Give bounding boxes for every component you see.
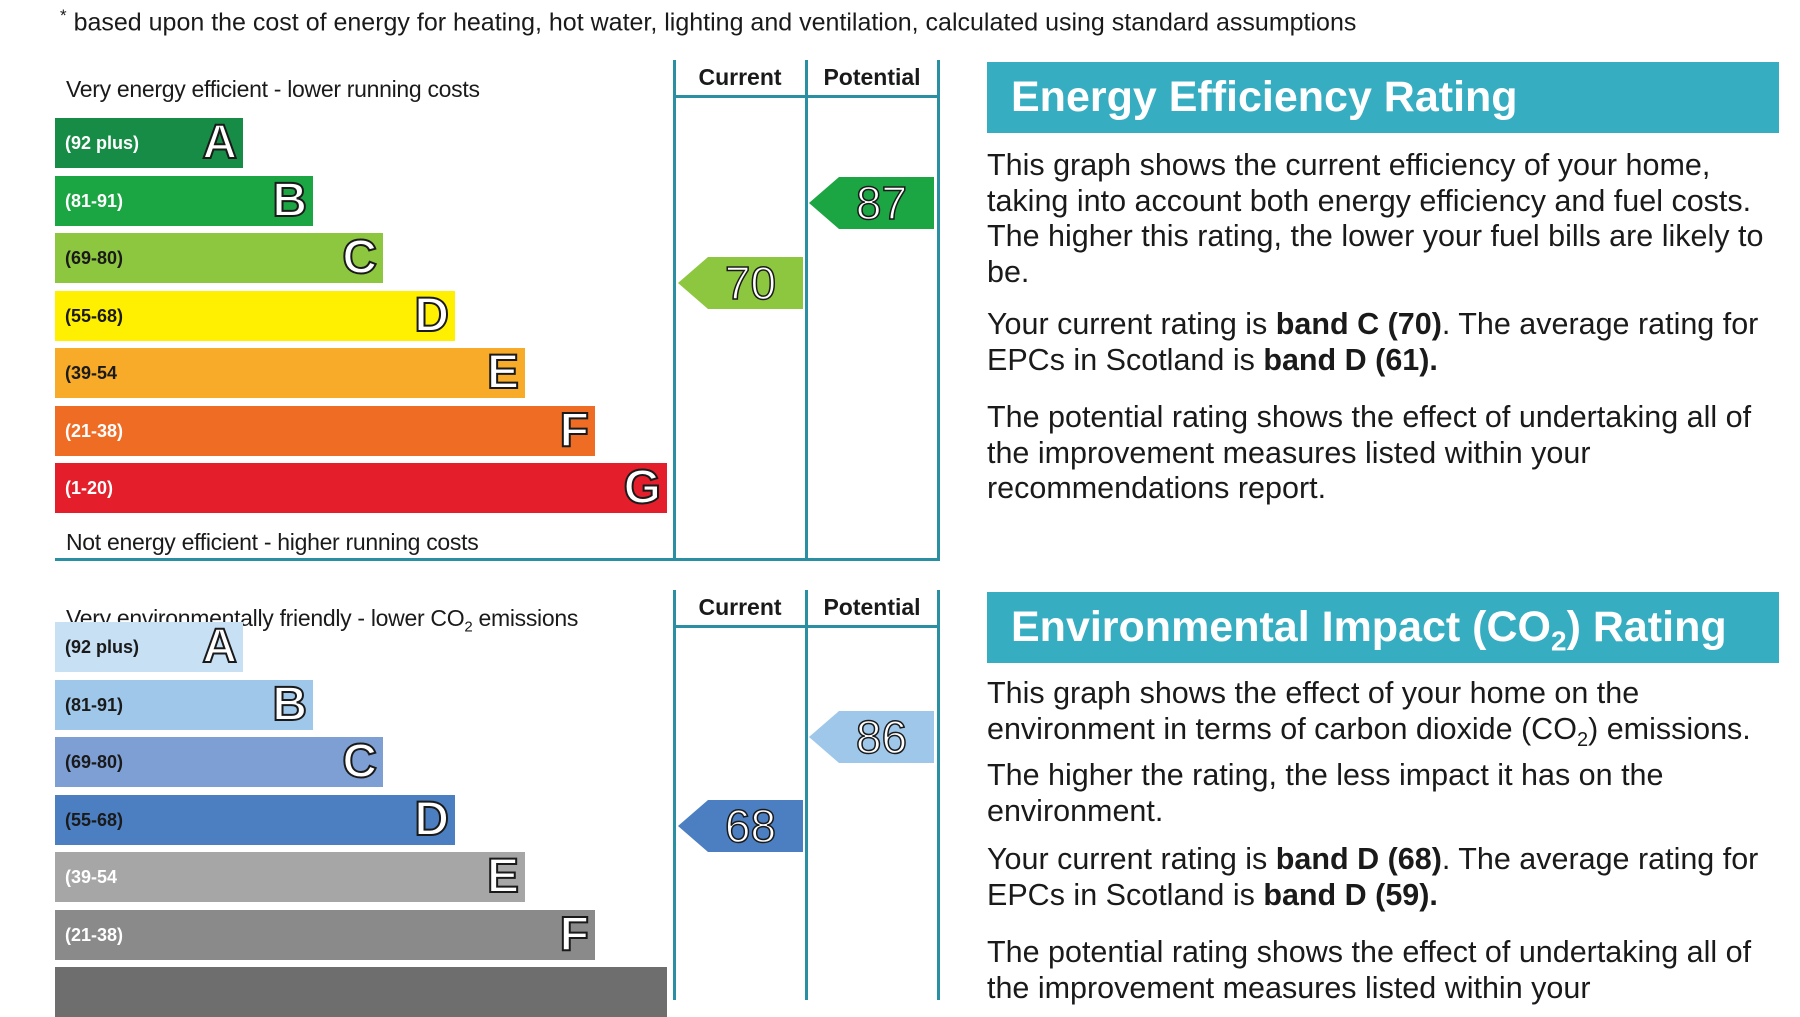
- environment-description: This graph shows the effect of your home…: [987, 676, 1787, 829]
- potential-rating-value: 87: [855, 176, 908, 230]
- chart-bottom-rule: [55, 558, 940, 561]
- potential-rating-arrow-shape: [809, 177, 934, 229]
- band-letter: G: [623, 460, 662, 515]
- footnote: * based upon the cost of energy for heat…: [60, 6, 1356, 37]
- band-bar-b: (81-91) B: [55, 677, 313, 732]
- band-bar-c: (69-80) C: [55, 230, 383, 285]
- band-letter: A: [201, 619, 238, 674]
- column-header-current: Current: [698, 64, 782, 90]
- band-letter: A: [201, 115, 238, 170]
- column-header-rule: [673, 625, 940, 628]
- band-range: (92 plus): [65, 637, 140, 657]
- band-bar-d: (55-68) D: [55, 288, 455, 343]
- band-letter: B: [271, 677, 308, 732]
- band-letter: F: [559, 403, 590, 458]
- energy-potential-text: The potential rating shows the effect of…: [987, 400, 1752, 505]
- energy-rating-text-1: Your current rating is: [987, 307, 1276, 341]
- band-letter: C: [341, 230, 378, 285]
- heading-subscript: 2: [1550, 625, 1567, 657]
- band-bar-g: (1-20) G: [55, 460, 667, 515]
- band-range: (55-68): [65, 305, 124, 326]
- potential-rating-arrow-shape: [809, 711, 934, 763]
- current-rating-arrow-shape: [678, 257, 803, 309]
- energy-rating-text-2: . The average rating for EPCs in Scotlan…: [987, 307, 1759, 377]
- chart-top-label-subscript: 2: [464, 618, 473, 636]
- potential-rating-arrow: 86: [809, 710, 934, 764]
- band-range: (39-54: [65, 363, 118, 383]
- band-range: (21-38): [65, 420, 124, 441]
- band-range: (92 plus): [65, 133, 140, 153]
- environment-description-text-1: This graph shows the effect of your home…: [987, 676, 1640, 746]
- energy-description: This graph shows the current efficiency …: [987, 148, 1764, 289]
- energy-average-band: band D (61).: [1263, 342, 1438, 377]
- column-header-current: Current: [698, 594, 782, 620]
- column-divider-right: [937, 590, 940, 1000]
- environmental-impact-heading: Environmental Impact (CO2) Rating: [987, 592, 1779, 663]
- potential-rating-value: 86: [855, 710, 908, 764]
- environment-description-text-2: ) emissions. The higher the rating, the …: [987, 711, 1751, 828]
- column-divider-left: [673, 590, 676, 1000]
- column-header-potential: Potential: [823, 594, 921, 620]
- chart-bottom-label: Not energy efficient - higher running co…: [66, 529, 479, 555]
- band-range: (1-20): [65, 478, 114, 498]
- band-letter: D: [413, 288, 450, 343]
- environmental-impact-chart: Very environmentally friendly - lower CO…: [55, 590, 940, 1017]
- column-divider-middle: [805, 590, 808, 1000]
- band-letter: E: [486, 345, 520, 400]
- energy-current-rating-text: Your current rating is band C (70). The …: [987, 307, 1787, 378]
- chart-top-label: Very energy efficient - lower running co…: [66, 76, 480, 102]
- environment-description-subscript: 2: [1576, 728, 1589, 751]
- band-bar-c: (69-80) C: [55, 734, 383, 789]
- band-bar-b: (81-91) B: [55, 173, 313, 228]
- band-bar-f: (21-38) F: [55, 907, 595, 962]
- environment-rating-text-2: . The average rating for EPCs in Scotlan…: [987, 842, 1759, 912]
- current-rating-value: 70: [724, 256, 777, 310]
- energy-current-band: band C (70): [1275, 307, 1442, 341]
- column-header-potential: Potential: [823, 64, 921, 90]
- environment-rating-text-1: Your current rating is: [987, 842, 1276, 876]
- environment-average-band: band D (59).: [1263, 877, 1438, 912]
- column-header-rule: [673, 95, 940, 98]
- band-range: (81-91): [65, 190, 124, 211]
- band-range: (39-54: [65, 867, 118, 887]
- band-bar-f: (21-38) F: [55, 403, 595, 458]
- heading-suffix: ) Rating: [1566, 603, 1727, 651]
- energy-efficiency-chart: Very energy efficient - lower running co…: [55, 60, 940, 561]
- environment-current-band: band D (68): [1275, 842, 1442, 876]
- heading-text: Environmental Impact (CO: [1011, 603, 1551, 651]
- current-rating-arrow: 68: [678, 799, 803, 853]
- band-letter: E: [486, 849, 520, 904]
- band-range: (81-91): [65, 694, 124, 715]
- band-bar-g: [55, 967, 667, 1017]
- band-bar-a: (92 plus) A: [55, 619, 243, 674]
- band-range: (21-38): [65, 924, 124, 945]
- energy-efficiency-heading: Energy Efficiency Rating: [987, 62, 1779, 133]
- band-bar-e: (39-54 E: [55, 345, 525, 400]
- current-rating-value: 68: [724, 799, 777, 853]
- footnote-marker: *: [60, 6, 67, 25]
- column-divider-left: [673, 60, 676, 560]
- potential-rating-arrow: 87: [809, 176, 934, 230]
- chart-top-label-suffix: emissions: [472, 605, 579, 631]
- current-rating-arrow-shape: [678, 800, 803, 852]
- column-divider-middle: [805, 60, 808, 560]
- band-range: (69-80): [65, 248, 124, 268]
- band-bar-e: (39-54 E: [55, 849, 525, 904]
- environment-current-rating-text: Your current rating is band D (68). The …: [987, 842, 1787, 913]
- band-bar-a: (92 plus) A: [55, 115, 243, 170]
- band-bar-d: (55-68) D: [55, 792, 455, 847]
- current-rating-arrow: 70: [678, 256, 803, 310]
- column-divider-right: [937, 60, 940, 560]
- band-range: (55-68): [65, 809, 124, 830]
- band-letter: D: [413, 792, 450, 847]
- environment-potential-text: The potential rating shows the effect of…: [987, 935, 1752, 1005]
- footnote-text: based upon the cost of energy for heatin…: [73, 8, 1357, 37]
- band-range: (69-80): [65, 752, 124, 772]
- band-letter: B: [271, 173, 308, 228]
- band-letter: F: [559, 907, 590, 962]
- band-letter: C: [341, 734, 378, 789]
